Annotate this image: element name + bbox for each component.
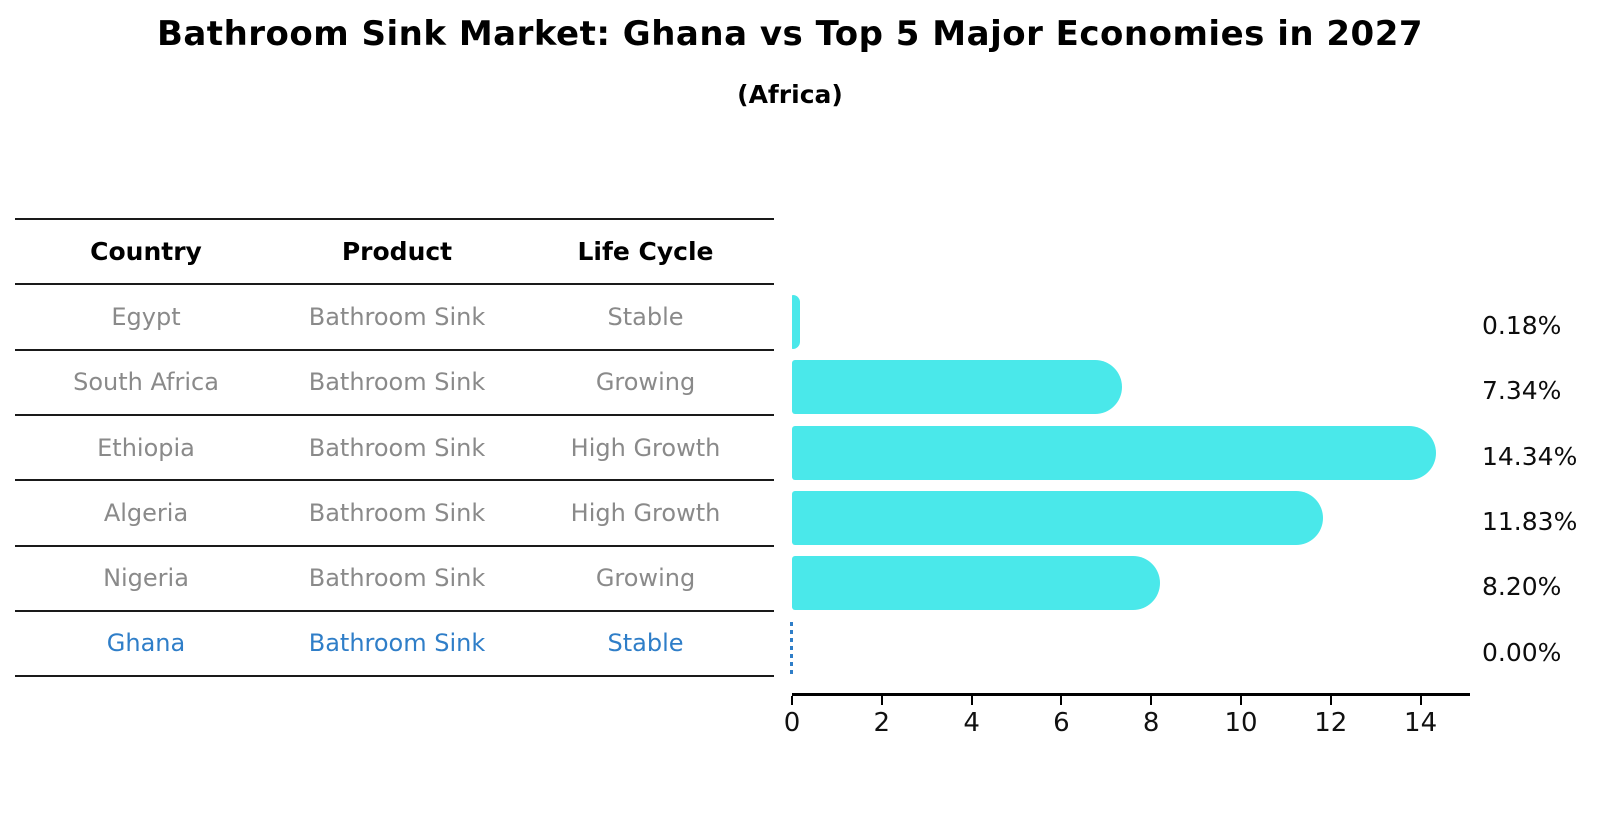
x-tick-label: 4 [963, 708, 980, 738]
chart-title: Bathroom Sink Market: Ghana vs Top 5 Maj… [156, 14, 1424, 54]
x-tick-mark [1150, 696, 1153, 705]
x-axis-line [792, 693, 1470, 696]
table-header-country: Country [90, 237, 202, 267]
x-tick-label: 12 [1314, 708, 1348, 738]
x-tick-mark [791, 696, 793, 705]
bar-ethiopia [792, 425, 1436, 480]
table-row: Egypt Bathroom Sink Stable [15, 284, 774, 349]
x-tick-label: 10 [1224, 708, 1258, 738]
bar-nigeria [792, 556, 1161, 611]
table-row: Ghana Bathroom Sink Stable [15, 611, 774, 676]
table-row: Ethiopia Bathroom Sink High Growth [15, 415, 774, 480]
x-tick-mark [970, 696, 973, 705]
table-divider [15, 413, 774, 416]
table-cell-lifecycle: Stable [607, 629, 684, 658]
x-tick-mark [1060, 696, 1063, 705]
value-label: 11.83% [1482, 506, 1578, 536]
x-tick-mark [1240, 696, 1242, 705]
table-cell-lifecycle: High Growth [570, 433, 721, 462]
table-cell-lifecycle: Growing [595, 368, 696, 397]
table-cell-country: Ghana [106, 629, 186, 658]
x-tick-label: 2 [873, 708, 891, 738]
value-label: 14.34% [1482, 441, 1578, 471]
table-cell-product: Bathroom Sink [308, 629, 486, 658]
table-cell-country: Ethiopia [97, 433, 195, 462]
table-cell-country: Nigeria [103, 564, 189, 593]
table-divider [15, 348, 774, 351]
table-header-row: Country Product Life Cycle [15, 219, 774, 284]
table-divider [15, 609, 774, 612]
table-cell-lifecycle: High Growth [570, 498, 721, 527]
table-cell-product: Bathroom Sink [308, 302, 486, 331]
value-label: 8.20% [1482, 572, 1562, 602]
table-header-product: Product [341, 237, 453, 267]
table-row: Nigeria Bathroom Sink Growing [15, 546, 774, 611]
table-divider [15, 218, 774, 220]
bar-algeria [792, 490, 1324, 545]
chart-subtitle: (Africa) [737, 80, 843, 109]
bar-south-africa [792, 360, 1122, 415]
table-row: South Africa Bathroom Sink Growing [15, 350, 774, 415]
zero-value-dashed-marker [790, 621, 793, 676]
table-header-lifecycle: Life Cycle [577, 237, 714, 267]
x-tick-mark [1329, 696, 1332, 705]
table-cell-lifecycle: Stable [607, 302, 684, 331]
x-tick-label: 0 [783, 708, 801, 738]
table-cell-product: Bathroom Sink [308, 433, 486, 462]
x-tick-label: 6 [1053, 708, 1070, 738]
x-tick-mark [1419, 696, 1422, 705]
table-cell-product: Bathroom Sink [308, 498, 486, 527]
table-cell-product: Bathroom Sink [308, 368, 486, 397]
table-cell-product: Bathroom Sink [308, 564, 486, 593]
table-cell-lifecycle: Growing [595, 564, 696, 593]
table-divider [15, 675, 774, 678]
bar-egypt [792, 295, 801, 349]
x-tick-label: 14 [1404, 708, 1438, 738]
table-divider [15, 283, 774, 286]
table-row: Algeria Bathroom Sink High Growth [15, 480, 774, 545]
table-divider [15, 544, 774, 547]
x-tick-mark [880, 696, 883, 705]
table-cell-country: Egypt [111, 302, 181, 331]
table-cell-country: Algeria [103, 498, 189, 527]
x-tick-label: 8 [1142, 708, 1160, 738]
value-label: 0.00% [1482, 637, 1562, 667]
value-label: 7.34% [1482, 376, 1562, 406]
value-label: 0.18% [1482, 311, 1562, 340]
table-cell-country: South Africa [73, 368, 219, 397]
table-divider [15, 479, 774, 482]
